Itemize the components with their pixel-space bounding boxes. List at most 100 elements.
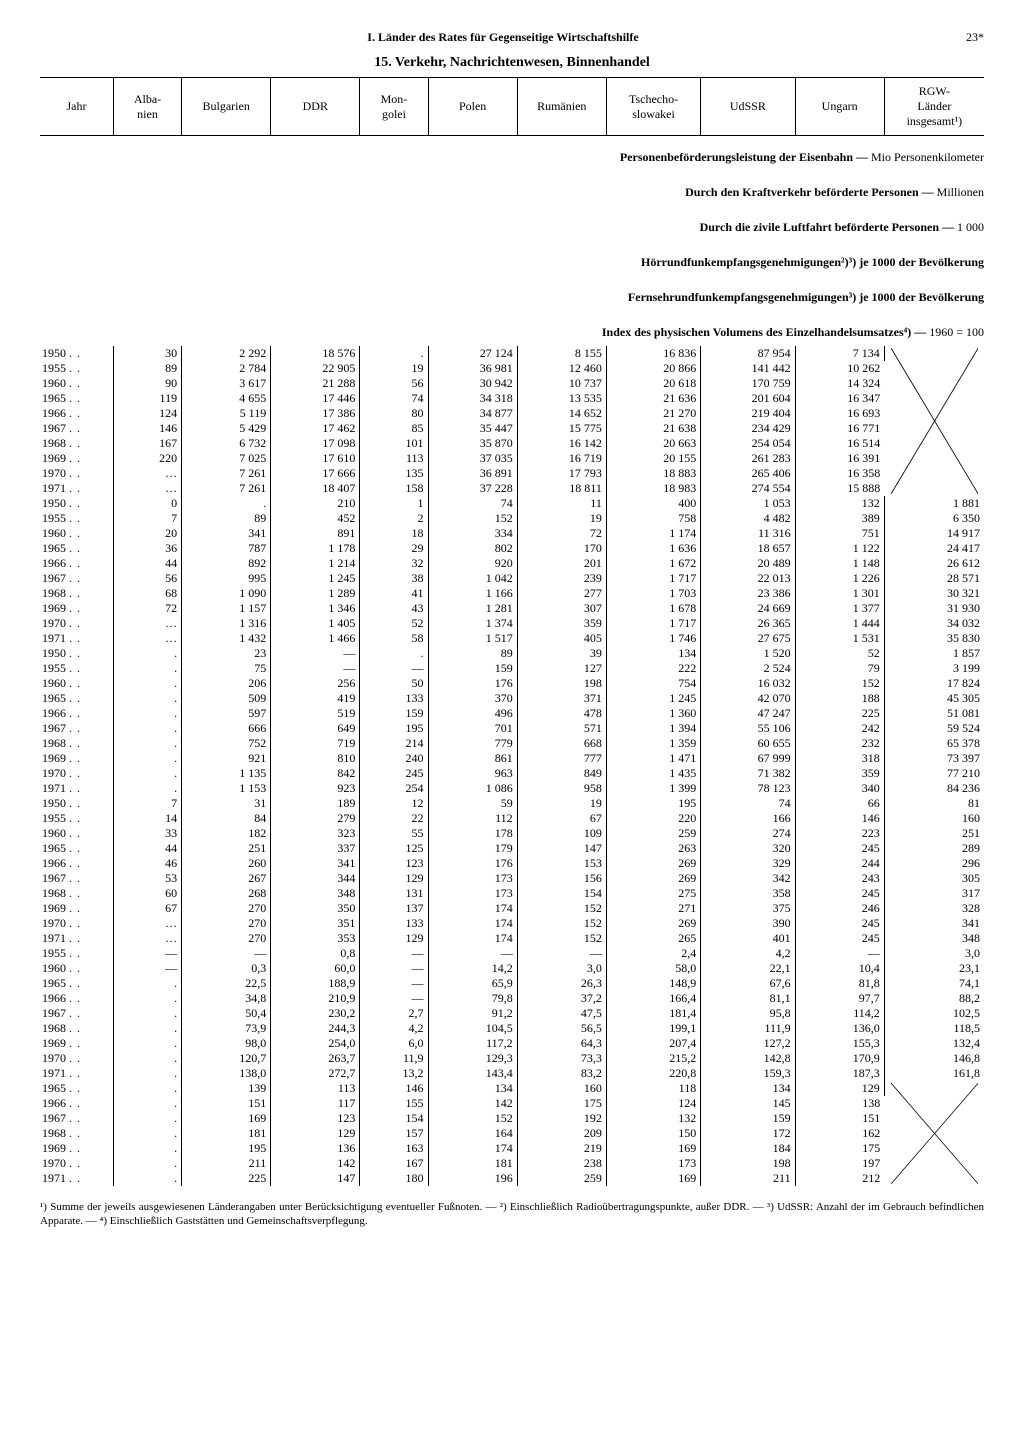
data-cell: 84 236 [884, 781, 984, 796]
table-row: 1971 . .…270353129174152265401245348 [40, 931, 984, 946]
data-cell: 861 [428, 751, 517, 766]
data-cell: 245 [795, 886, 884, 901]
data-cell: 132 [795, 496, 884, 511]
data-cell: 21 636 [606, 391, 700, 406]
data-cell: 133 [360, 691, 428, 706]
col-header: Mon-golei [360, 78, 428, 136]
year-cell: 1966 . . [40, 991, 113, 1006]
data-cell: 16 719 [517, 451, 606, 466]
data-cell: 1 360 [606, 706, 700, 721]
data-cell: 166,4 [606, 991, 700, 1006]
data-cell: 1 090 [182, 586, 271, 601]
data-cell: 133 [360, 916, 428, 931]
data-cell: 84 [182, 811, 271, 826]
year-cell: 1966 . . [40, 1096, 113, 1111]
data-cell: 163 [360, 1141, 428, 1156]
data-cell: 22 013 [701, 571, 795, 586]
data-cell: 113 [271, 1081, 360, 1096]
data-cell: 390 [701, 916, 795, 931]
data-cell: 176 [428, 856, 517, 871]
table-row: 1966 . ..5975191594964781 36047 24722551… [40, 706, 984, 721]
data-cell: 5 429 [182, 421, 271, 436]
data-cell: 16 391 [795, 451, 884, 466]
data-cell: 232 [795, 736, 884, 751]
data-cell: 263,7 [271, 1051, 360, 1066]
data-cell: . [113, 1051, 181, 1066]
crossed-cell [884, 1081, 984, 1186]
data-cell: 124 [606, 1096, 700, 1111]
data-cell: 341 [271, 856, 360, 871]
data-cell: 6 350 [884, 511, 984, 526]
data-cell: 751 [795, 526, 884, 541]
data-cell: . [113, 661, 181, 676]
data-cell: 337 [271, 841, 360, 856]
data-cell: 1 703 [606, 586, 700, 601]
data-cell: 66 [795, 796, 884, 811]
data-cell: 31 [182, 796, 271, 811]
data-cell: 59 [428, 796, 517, 811]
table-row: 1971 . ..138,0272,713,2143,483,2220,8159… [40, 1066, 984, 1081]
data-cell: 148,9 [606, 976, 700, 991]
data-cell: 174 [428, 1141, 517, 1156]
data-cell: 277 [517, 586, 606, 601]
table-row: 1971 . .…1 4321 466581 5174051 74627 675… [40, 631, 984, 646]
data-cell: 0,3 [182, 961, 271, 976]
data-cell: . [113, 1096, 181, 1111]
data-cell: 754 [606, 676, 700, 691]
year-cell: 1950 . . [40, 646, 113, 661]
table-row: 1955 . .——0,8———2,44,2—3,0 [40, 946, 984, 961]
table-row: 1971 . ..225147180196259169211212 [40, 1171, 984, 1186]
data-cell: 58,0 [606, 961, 700, 976]
data-cell: 36 981 [428, 361, 517, 376]
data-cell: 1 053 [701, 496, 795, 511]
data-cell: 181 [428, 1156, 517, 1171]
data-cell: 7 [113, 796, 181, 811]
table-row: 1969 . .2207 02517 61011337 03516 71920 … [40, 451, 984, 466]
crossed-cell [884, 346, 984, 496]
data-cell: . [113, 1111, 181, 1126]
data-cell: 3,0 [884, 946, 984, 961]
data-cell: 101 [360, 436, 428, 451]
data-cell: 341 [884, 916, 984, 931]
data-cell: 19 [360, 361, 428, 376]
data-cell: 1 153 [182, 781, 271, 796]
data-cell: 265 [606, 931, 700, 946]
data-cell: 35 870 [428, 436, 517, 451]
section-heading: Durch den Kraftverkehr beförderte Person… [40, 171, 984, 206]
data-cell: 8 155 [517, 346, 606, 361]
data-cell: 359 [517, 616, 606, 631]
table-row: 1960 . .—0,360,0—14,23,058,022,110,423,1 [40, 961, 984, 976]
year-cell: 1968 . . [40, 586, 113, 601]
chapter-title: I. Länder des Rates für Gegenseitige Wir… [367, 30, 638, 45]
data-cell: 195 [182, 1141, 271, 1156]
data-cell: 222 [606, 661, 700, 676]
data-cell: 18 811 [517, 481, 606, 496]
data-cell: 1 746 [606, 631, 700, 646]
data-cell: 169 [606, 1171, 700, 1186]
data-cell: 124 [113, 406, 181, 421]
data-cell: 95,8 [701, 1006, 795, 1021]
data-cell: 245 [795, 841, 884, 856]
data-cell: 74,1 [884, 976, 984, 991]
col-header: Ungarn [795, 78, 884, 136]
data-cell: . [113, 646, 181, 661]
data-cell: 117 [271, 1096, 360, 1111]
data-cell: . [113, 721, 181, 736]
year-cell: 1970 . . [40, 766, 113, 781]
data-cell: 2 292 [182, 346, 271, 361]
data-cell: 20 866 [606, 361, 700, 376]
table-row: 1960 . .2034189118334721 17411 31675114 … [40, 526, 984, 541]
table-row: 1955 . ..75——1591272222 524793 199 [40, 661, 984, 676]
data-cell: 19 [517, 796, 606, 811]
data-cell: 21 638 [606, 421, 700, 436]
col-header: Polen [428, 78, 517, 136]
data-cell: 182 [182, 826, 271, 841]
data-cell: 166 [701, 811, 795, 826]
table-row: 1965 . ..139113146134160118134129 [40, 1081, 984, 1096]
data-cell: 16 771 [795, 421, 884, 436]
data-cell: 152 [517, 901, 606, 916]
data-cell: 132,4 [884, 1036, 984, 1051]
data-cell: 10 262 [795, 361, 884, 376]
data-cell: 329 [701, 856, 795, 871]
data-cell: — [428, 946, 517, 961]
